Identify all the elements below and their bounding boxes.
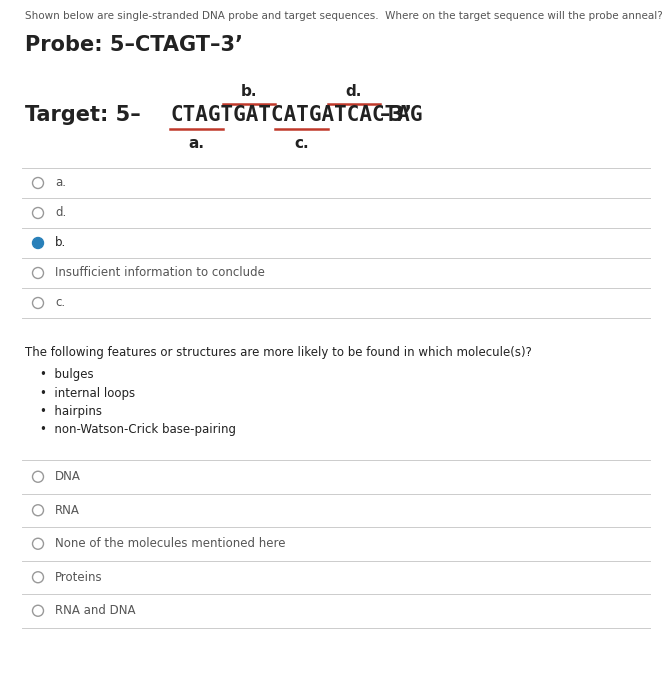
- Text: c.: c.: [55, 297, 65, 310]
- Text: DNA: DNA: [55, 471, 81, 483]
- Text: a.: a.: [188, 136, 204, 150]
- Text: The following features or structures are more likely to be found in which molecu: The following features or structures are…: [25, 346, 532, 359]
- Text: RNA and DNA: RNA and DNA: [55, 604, 136, 617]
- Text: a.: a.: [55, 177, 66, 189]
- Text: b.: b.: [241, 85, 257, 100]
- Text: CTAGTGATCATGATCACTAG: CTAGTGATCATGATCACTAG: [170, 105, 423, 125]
- Text: d.: d.: [55, 207, 67, 220]
- Text: Shown below are single-stranded DNA probe and target sequences.  Where on the ta: Shown below are single-stranded DNA prob…: [25, 11, 663, 21]
- Text: •  bulges: • bulges: [40, 368, 93, 381]
- Circle shape: [32, 238, 44, 249]
- Text: d.: d.: [345, 85, 362, 100]
- Text: c.: c.: [294, 136, 308, 150]
- Text: Probe: 5–CTAGT–3’: Probe: 5–CTAGT–3’: [25, 35, 243, 55]
- Text: Target: 5–: Target: 5–: [25, 105, 140, 125]
- Text: None of the molecules mentioned here: None of the molecules mentioned here: [55, 537, 286, 550]
- Text: Proteins: Proteins: [55, 571, 103, 584]
- Text: Insufficient information to conclude: Insufficient information to conclude: [55, 267, 265, 279]
- Text: b.: b.: [55, 236, 67, 249]
- Text: •  hairpins: • hairpins: [40, 405, 102, 418]
- Text: RNA: RNA: [55, 504, 80, 517]
- Text: –3’: –3’: [380, 105, 413, 125]
- Text: •  non-Watson-Crick base-pairing: • non-Watson-Crick base-pairing: [40, 423, 236, 437]
- Text: •  internal loops: • internal loops: [40, 387, 135, 399]
